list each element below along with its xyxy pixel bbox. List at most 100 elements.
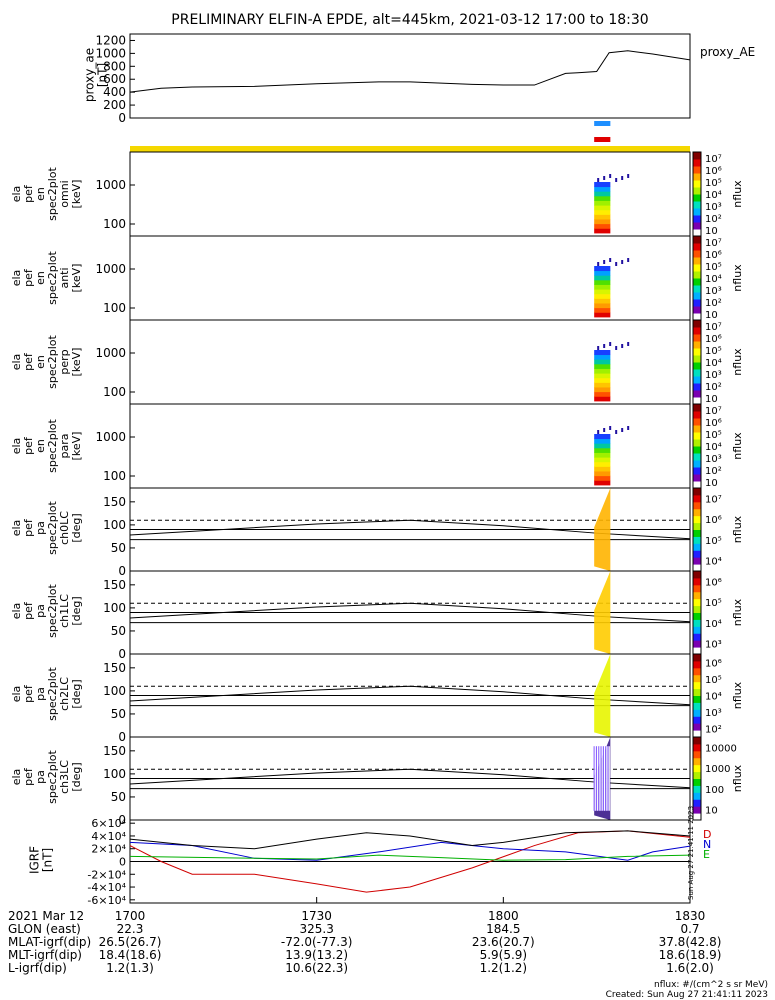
colorbar-tick-label: 10⁶ — [705, 515, 722, 526]
y-tick-label: 150 — [103, 661, 126, 675]
footer-row-value: 1800 — [488, 909, 519, 923]
spectrogram-band — [594, 307, 611, 313]
spectrogram-band — [594, 186, 611, 192]
y-axis-label: ela pef pa spec2plot ch1LC [deg] — [10, 584, 83, 638]
y-axis-label-line: en — [34, 355, 47, 369]
spectrogram-band — [594, 289, 611, 295]
spectrogram-speckle — [627, 258, 630, 262]
y-tick-label: 0 — [118, 813, 126, 827]
colorbar-segment — [693, 208, 701, 216]
y-axis-label: ela pef en spec2plot omni [keV] — [10, 167, 83, 221]
colorbar-segment — [693, 159, 701, 167]
pitch-angle-fill — [594, 571, 611, 654]
spectrogram-band — [594, 452, 611, 458]
spectrogram-speckle — [603, 344, 606, 348]
colorbar-label: nflux — [731, 264, 744, 292]
spectrogram-band — [594, 368, 611, 374]
colorbar-segment — [693, 348, 701, 356]
colorbar-segment — [693, 383, 701, 391]
colorbar-segment — [693, 222, 701, 230]
spectrogram-band — [594, 480, 611, 486]
colorbar-tick-label: 10⁵ — [705, 675, 722, 686]
spectrogram-speckle — [609, 258, 612, 262]
y-axis-label-line: [keV] — [70, 180, 83, 209]
pitch-angle-fill — [594, 654, 611, 737]
y-tick-label: 50 — [111, 624, 126, 638]
y-tick-label: 100 — [103, 469, 126, 483]
footer-row-label: MLAT-igrf(dip) — [8, 935, 91, 949]
colorbar-segment — [693, 633, 701, 641]
colorbar-label: nflux — [731, 681, 744, 709]
colorbar: 10² 10³ 10⁴ 10⁵ 10⁶ nflux — [692, 653, 744, 738]
colorbar-segment — [693, 584, 701, 593]
y-axis-label-line: spec2plot — [46, 750, 59, 804]
colorbar-segment — [693, 757, 701, 766]
pitch-angle-fill — [594, 488, 611, 571]
colorbar-tick-label: 10 — [705, 806, 718, 817]
colorbar-segment — [693, 439, 701, 447]
y-axis-label-line: [keV] — [70, 264, 83, 293]
spectrogram-speckle — [615, 346, 618, 350]
colorbar-segment — [693, 152, 701, 160]
spectrogram-speckle — [597, 430, 600, 434]
spectrogram-speckle — [621, 428, 624, 432]
y-axis-label-line: ela — [10, 354, 23, 371]
colorbar-segment — [693, 771, 701, 779]
colorbar-segment — [693, 640, 701, 648]
colorbar-tick-label: 10⁶ — [705, 166, 722, 177]
colorbar-segment — [693, 529, 701, 537]
colorbar-segment — [693, 488, 701, 496]
colorbar: 10⁴ 10⁵ 10⁶ 10⁷ nflux — [692, 487, 744, 572]
spectrogram-speckle — [609, 174, 612, 178]
igrf-legend-entry: D — [703, 828, 711, 841]
colorbar-label: nflux — [731, 348, 744, 376]
colorbar-segment — [693, 292, 701, 300]
proxy-ae-line — [129, 50, 691, 93]
y-axis-label-line: spec2plot — [46, 335, 59, 389]
y-axis-label-line: spec2plot — [46, 419, 59, 473]
colorbar-segment — [693, 397, 701, 405]
spectrogram-band — [594, 214, 611, 220]
colorbar-tick-label: 10² — [705, 298, 722, 309]
spectrogram-band — [594, 373, 611, 379]
colorbar-segment — [693, 264, 701, 272]
colorbar-segment — [693, 654, 701, 662]
created-timestamp: Created: Sun Aug 27 21:41:11 2023 — [606, 990, 768, 1000]
colorbar-segment — [693, 778, 701, 786]
spectrogram-band — [594, 396, 611, 402]
y-axis-label-line: proxy_ae — [83, 48, 97, 102]
y-tick-label: 100 — [103, 684, 126, 698]
colorbar-tick-label: 10⁶ — [705, 658, 722, 669]
spectrogram-band — [594, 350, 611, 356]
colorbar-segment — [693, 799, 701, 807]
y-axis-label-line: ch3LC — [58, 760, 71, 794]
colorbar-tick-label: 10⁷ — [705, 322, 722, 333]
colorbar-segment — [693, 501, 701, 510]
y-axis-label-line: pef — [22, 767, 35, 786]
y-tick-label: 4×10⁴ — [91, 830, 126, 843]
y-axis-label-line: ela — [10, 186, 23, 203]
footer-row-value: 1.2(1.2) — [480, 961, 528, 975]
colorbar-segment — [693, 327, 701, 335]
colorbar-segment — [693, 660, 701, 669]
colorbar-tick-label: 10⁴ — [705, 619, 722, 630]
y-tick-label: 1000 — [95, 178, 126, 192]
y-tick-label: 0 — [118, 564, 126, 578]
colorbar-tick-label: 10³ — [705, 454, 722, 465]
colorbar-segment — [693, 271, 701, 279]
proxy-ae-frame — [129, 33, 691, 119]
y-axis-label-line: perp — [58, 349, 71, 374]
footer-row-value: 1730 — [301, 909, 332, 923]
footer-row-label: GLON (east) — [8, 922, 81, 936]
spectrogram-band — [594, 275, 611, 281]
y-axis-label: ela pef en spec2plot para [keV] — [10, 419, 83, 473]
spectrogram-band — [594, 438, 611, 444]
colorbar-tick-label: 10⁴ — [705, 190, 722, 201]
spectrogram-speckle — [597, 262, 600, 266]
colorbar-segment — [693, 591, 701, 600]
y-tick-label: 600 — [103, 72, 126, 86]
colorbar-segment — [693, 187, 701, 195]
y-tick-label: 100 — [103, 385, 126, 399]
colorbar-tick-label: 10³ — [705, 370, 722, 381]
side-stamp: Sun Aug 27 21:41:11 2023 — [687, 806, 695, 900]
